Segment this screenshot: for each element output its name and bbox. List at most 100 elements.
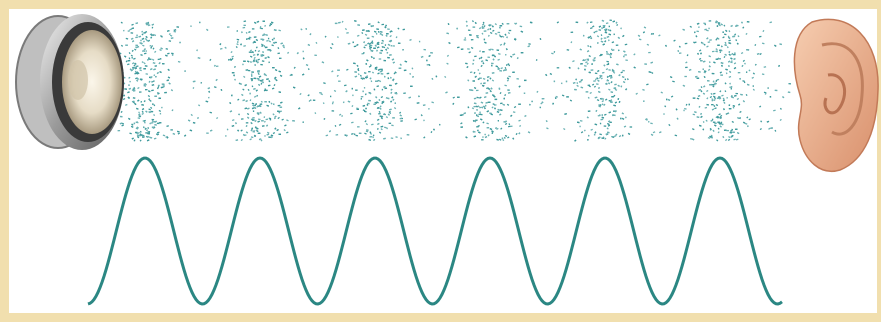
particle: [482, 62, 485, 65]
particle: [608, 33, 612, 36]
particle: [610, 76, 613, 79]
particle: [719, 125, 722, 128]
particle: [391, 124, 394, 127]
particle: [131, 27, 135, 30]
particle: [652, 32, 655, 35]
particle: [492, 58, 495, 61]
particle: [705, 119, 708, 122]
particle: [446, 32, 449, 35]
particle: [365, 75, 369, 78]
particle: [605, 68, 609, 71]
particle: [768, 127, 771, 130]
particle: [614, 101, 618, 104]
particle: [637, 34, 641, 37]
particle: [727, 112, 730, 115]
particle: [148, 98, 151, 101]
particle: [255, 38, 259, 42]
particle: [499, 91, 502, 95]
particle: [486, 122, 489, 125]
particle: [448, 41, 451, 45]
particle: [761, 42, 765, 45]
particle: [251, 107, 255, 110]
particle: [246, 60, 250, 63]
particle: [713, 61, 716, 64]
particle: [252, 116, 255, 119]
particle: [368, 65, 372, 68]
particle: [474, 75, 477, 78]
particle: [261, 81, 265, 84]
particle: [287, 51, 290, 54]
particle: [147, 94, 151, 98]
particle: [431, 101, 434, 104]
particle: [153, 114, 156, 117]
particle: [331, 70, 334, 73]
particle: [371, 49, 374, 52]
particle: [610, 74, 613, 77]
particle: [717, 131, 720, 134]
particle: [131, 49, 134, 52]
particle: [481, 32, 484, 35]
particle: [243, 75, 246, 79]
particle: [345, 134, 348, 137]
particle: [527, 131, 531, 134]
particle: [256, 53, 259, 56]
particle: [145, 35, 148, 39]
particle: [497, 58, 500, 61]
particle: [613, 114, 616, 117]
particle: [381, 101, 385, 104]
particle: [489, 128, 493, 131]
particle: [715, 104, 719, 107]
particle: [717, 127, 720, 130]
particle: [258, 75, 262, 78]
particle: [266, 131, 270, 134]
particle: [125, 60, 128, 63]
particle: [177, 132, 181, 135]
particle: [343, 84, 347, 87]
particle: [256, 20, 260, 23]
particle: [253, 95, 257, 98]
particle: [483, 96, 487, 99]
particle: [119, 122, 123, 125]
particle: [712, 85, 715, 88]
particle: [345, 90, 348, 93]
particle: [485, 59, 488, 62]
particle: [487, 34, 490, 37]
particle: [685, 103, 688, 106]
particle: [172, 132, 176, 135]
particle: [249, 49, 253, 52]
particle: [230, 94, 233, 97]
particle: [489, 23, 492, 27]
particle: [141, 61, 144, 64]
particle: [580, 79, 583, 82]
particle: [395, 36, 398, 39]
particle: [489, 89, 492, 93]
particle: [579, 48, 582, 51]
particle: [491, 48, 494, 51]
particle: [673, 39, 676, 42]
particle: [136, 134, 140, 137]
particle: [520, 30, 524, 33]
particle: [374, 66, 378, 69]
particle: [483, 25, 486, 28]
particle: [524, 114, 527, 118]
particle: [145, 110, 148, 113]
particle: [447, 23, 450, 26]
particle: [247, 107, 250, 110]
particle: [252, 104, 255, 107]
particle: [338, 113, 342, 116]
particle: [480, 56, 483, 59]
particle: [527, 45, 531, 48]
particle: [239, 82, 243, 85]
particle: [260, 100, 263, 103]
particle: [140, 39, 142, 42]
particle: [682, 28, 685, 31]
particle: [130, 125, 134, 128]
particle: [482, 105, 486, 108]
particle: [388, 110, 391, 113]
particle: [700, 41, 703, 44]
particle: [692, 113, 696, 116]
particle: [351, 121, 354, 124]
particle: [158, 109, 162, 112]
particle: [359, 74, 362, 77]
particle: [608, 53, 612, 56]
